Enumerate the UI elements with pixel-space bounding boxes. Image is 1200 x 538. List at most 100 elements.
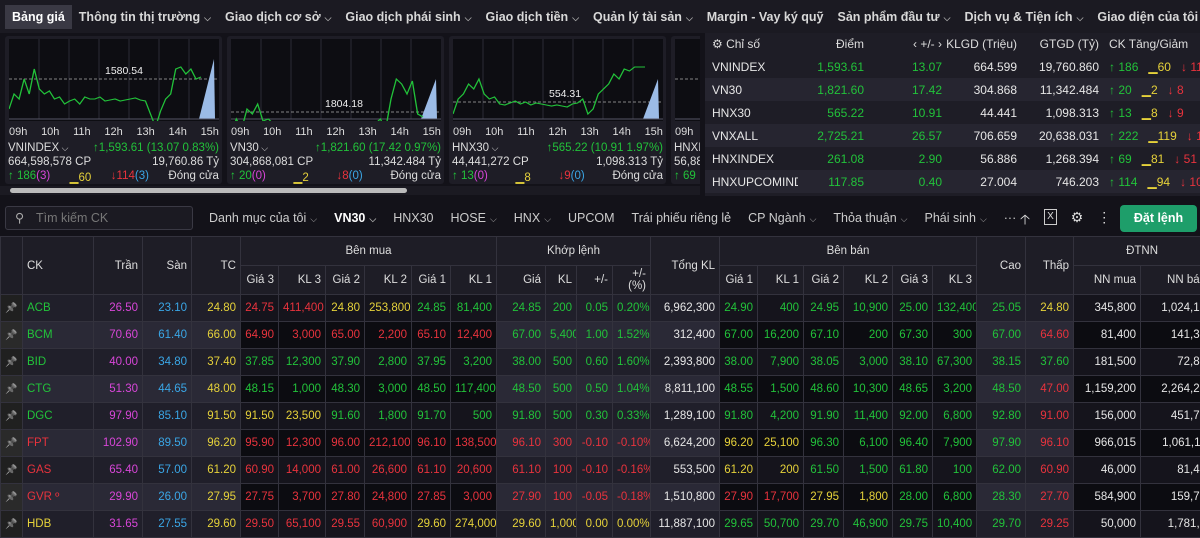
excel-export-icon[interactable]: X [1044,209,1057,225]
tab-9[interactable]: Phái sinh⌵ [925,211,987,225]
stock-symbol[interactable]: BCM [23,322,94,349]
gear-icon[interactable]: ⚙ [1071,209,1084,233]
gear-icon[interactable]: ⚙ [712,37,726,51]
scrollbar-thumb[interactable] [10,188,407,193]
index-name[interactable]: VN30 ⌵ [230,142,268,154]
pin-icon[interactable]: 📌 [1,430,23,457]
tab-1[interactable]: VN30⌵ [334,211,376,225]
subheader-foreign-1[interactable]: NN bán [1141,266,1200,295]
bid-vol-1: 3,200 [451,349,497,376]
stock-symbol[interactable]: GVR º [23,484,94,511]
nav-item-5[interactable]: Quản lý tài sản⌵ [586,5,700,29]
stock-symbol[interactable]: CTG [23,376,94,403]
subheader-match-0[interactable]: Giá [497,266,546,295]
col-tc[interactable]: TC [192,237,241,295]
tab-7[interactable]: CP Ngành⌵ [748,211,816,225]
index-name[interactable]: HNXI ⌵ [674,142,700,154]
col-total-volume[interactable]: Tổng KL [651,237,720,295]
pin-icon[interactable]: 📌 [1,322,23,349]
place-order-button[interactable]: Đặt lệnh [1120,205,1197,232]
subheader-match-2[interactable]: +/- [577,266,613,295]
stock-symbol[interactable]: DGC [23,403,94,430]
nav-item-0[interactable]: Bảng giá [5,5,72,29]
nav-item-2[interactable]: Giao dịch cơ sở⌵ [218,5,338,29]
nav-item-3[interactable]: Giao dịch phái sinh⌵ [338,5,478,29]
stock-symbol[interactable]: BID [23,349,94,376]
subheader-sell-3[interactable]: KL 2 [844,266,893,295]
subheader-buy-1[interactable]: KL 3 [279,266,326,295]
col-tran[interactable]: Trần [94,237,143,295]
subheader-buy-2[interactable]: Giá 2 [326,266,365,295]
tab-3[interactable]: HOSE⌵ [451,211,497,225]
subheader-sell-5[interactable]: KL 3 [933,266,977,295]
stock-symbol[interactable]: FPT [23,430,94,457]
tab-5[interactable]: UPCOM [568,211,615,225]
subheader-buy-4[interactable]: Giá 1 [412,266,451,295]
subheader-sell-1[interactable]: KL 1 [758,266,804,295]
tab-6[interactable]: Trái phiếu riêng lẻ [632,211,732,225]
search-input[interactable]: ⚲Tìm kiếm CK [5,206,193,230]
more-vertical-icon[interactable]: ⋮ [1097,209,1111,233]
tab-0[interactable]: Danh mục của tôi⌵ [209,211,317,225]
subheader-sell-4[interactable]: Giá 3 [893,266,933,295]
match-change: 1.00 [577,322,613,349]
pin-icon[interactable]: 📌 [1,403,23,430]
subheader-match-1[interactable]: KL [546,266,577,295]
tab-8[interactable]: Thỏa thuận⌵ [833,211,907,225]
subheader-match-3[interactable]: +/- (%) [613,266,651,295]
subheader-buy-0[interactable]: Giá 3 [241,266,279,295]
pin-icon[interactable]: 📌 [1,376,23,403]
subheader-sell-0[interactable]: Giá 1 [720,266,758,295]
nav-item-6[interactable]: Margin - Vay ký quỹ [700,5,831,29]
nav-item-9[interactable]: Giao diện của tôi [1090,5,1200,29]
tab-10[interactable]: ··· [1004,211,1017,225]
index-card-hnxi[interactable]: 09h10h11h12h13h14h15hHNXI ⌵56,88↑ 69▁↓ [671,36,700,184]
index-name[interactable]: VNINDEX ⌵ [8,142,68,154]
nav-item-7[interactable]: Sản phẩm đầu tư⌵ [830,5,957,29]
pin-icon[interactable]: 📌 [1,511,23,538]
tab-2[interactable]: HNX30 [393,211,433,225]
index-header-2[interactable]: ‹ +/- › [864,37,942,51]
nav-item-8[interactable]: Dịch vụ & Tiện ích⌵ [957,5,1090,29]
pin-icon[interactable]: 📌 [1,457,23,484]
col-san[interactable]: Sàn [143,237,192,295]
scroll-top-icon[interactable]: 🡡 [1020,209,1030,233]
index-name[interactable]: HNX30 ⌵ [452,142,498,154]
pin-icon[interactable]: 📌 [1,484,23,511]
subheader-foreign-0[interactable]: NN mua [1074,266,1141,295]
pin-icon[interactable]: 📌 [1,349,23,376]
bid-vol-1: 12,400 [451,322,497,349]
stock-symbol[interactable]: GAS [23,457,94,484]
col-ck[interactable]: CK [23,237,94,295]
subheader-sell-2[interactable]: Giá 2 [804,266,844,295]
tab-4[interactable]: HNX⌵ [514,211,551,225]
pin-icon[interactable]: 📌 [1,295,23,322]
col-low[interactable]: Thấp [1026,237,1074,295]
stock-symbol[interactable]: ACB [23,295,94,322]
nav-item-4[interactable]: Giao dịch tiền⌵ [479,5,586,29]
cards-scrollbar[interactable] [0,186,700,195]
stock-symbol[interactable]: HDB [23,511,94,538]
subheader-buy-5[interactable]: KL 1 [451,266,497,295]
col-high[interactable]: Cao [977,237,1026,295]
subheader-buy-3[interactable]: KL 2 [365,266,412,295]
nav-item-1[interactable]: Thông tin thị trường⌵ [72,5,218,29]
